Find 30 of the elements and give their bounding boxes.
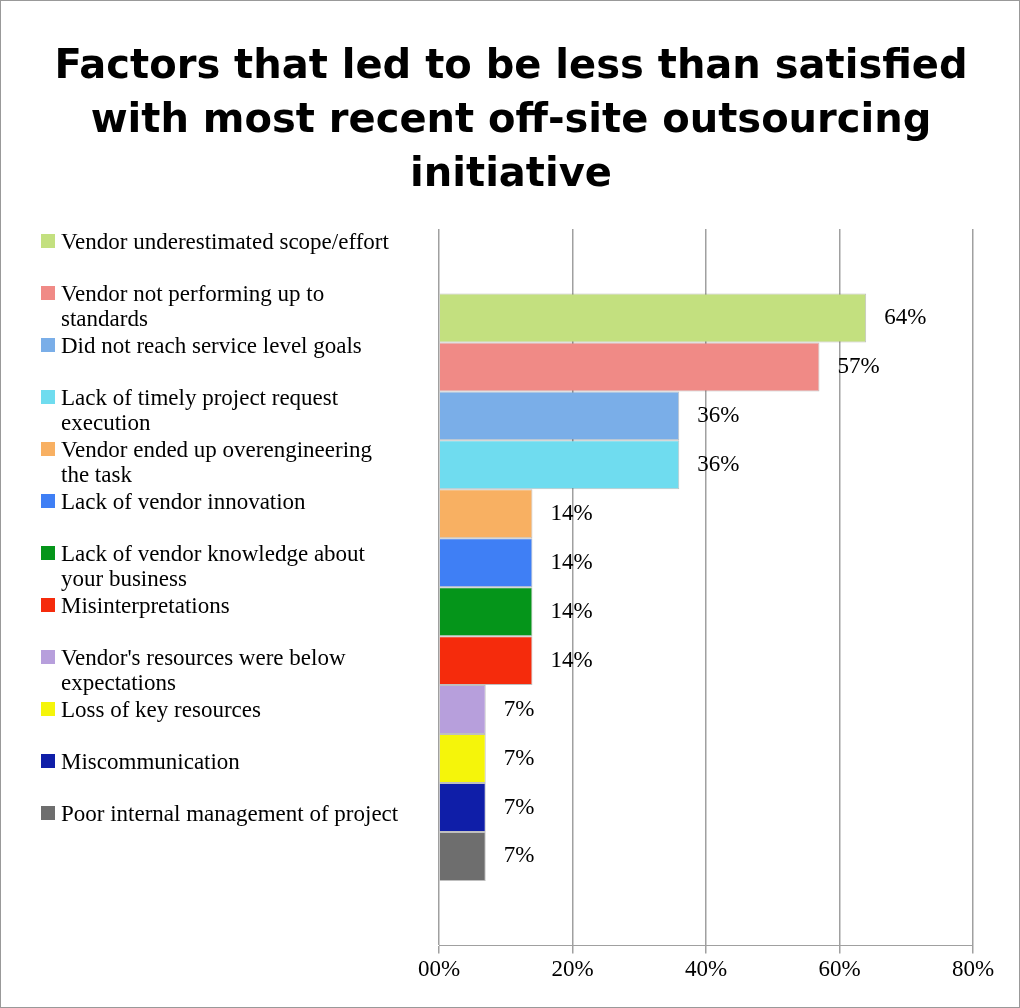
data-label: 36% [697,450,740,476]
data-label: 36% [697,401,740,427]
data-label: 7% [503,695,535,721]
legend-label: Lack of timely project request execution [61,385,339,435]
data-label: 7% [503,793,535,819]
legend-label: Vendor not performing up to standards [61,281,325,331]
legend-label: Poor internal management of project [61,801,399,826]
x-tick-label: 60% [818,956,861,982]
x-tick-label: 20% [551,956,594,982]
data-label: 7% [503,744,535,770]
x-tick-label: 40% [684,956,728,982]
legend-label: Lack of vendor innovation [61,489,306,514]
data-label: 64% [884,304,927,329]
legend-label: Loss of key resources [61,697,261,722]
legend-label: Vendor ended up overengineering the task [61,437,373,487]
legend-label: Misinterpretations [61,593,230,618]
legend-label: Vendor's resources were below expectations [61,645,346,695]
data-label: 14% [550,548,593,574]
legend-label: Miscommunication [61,749,240,774]
data-label: 14% [550,646,593,672]
data-label: 14% [550,597,593,623]
chart-title: Factors that led to be less than satisfied with most recent off-site outsourcing initiative [53,40,969,197]
legend-label: Did not reach service level goals [61,333,362,358]
data-label: 7% [503,842,535,868]
x-tick-label: 80% [951,956,995,982]
legend-label: Lack of vendor knowledge about your business [61,541,366,591]
data-label: 14% [550,499,593,525]
data-label: 57% [837,352,880,378]
legend-label: Vendor underestimated scope/effort [61,229,389,254]
x-tick-label: 00% [417,956,461,982]
